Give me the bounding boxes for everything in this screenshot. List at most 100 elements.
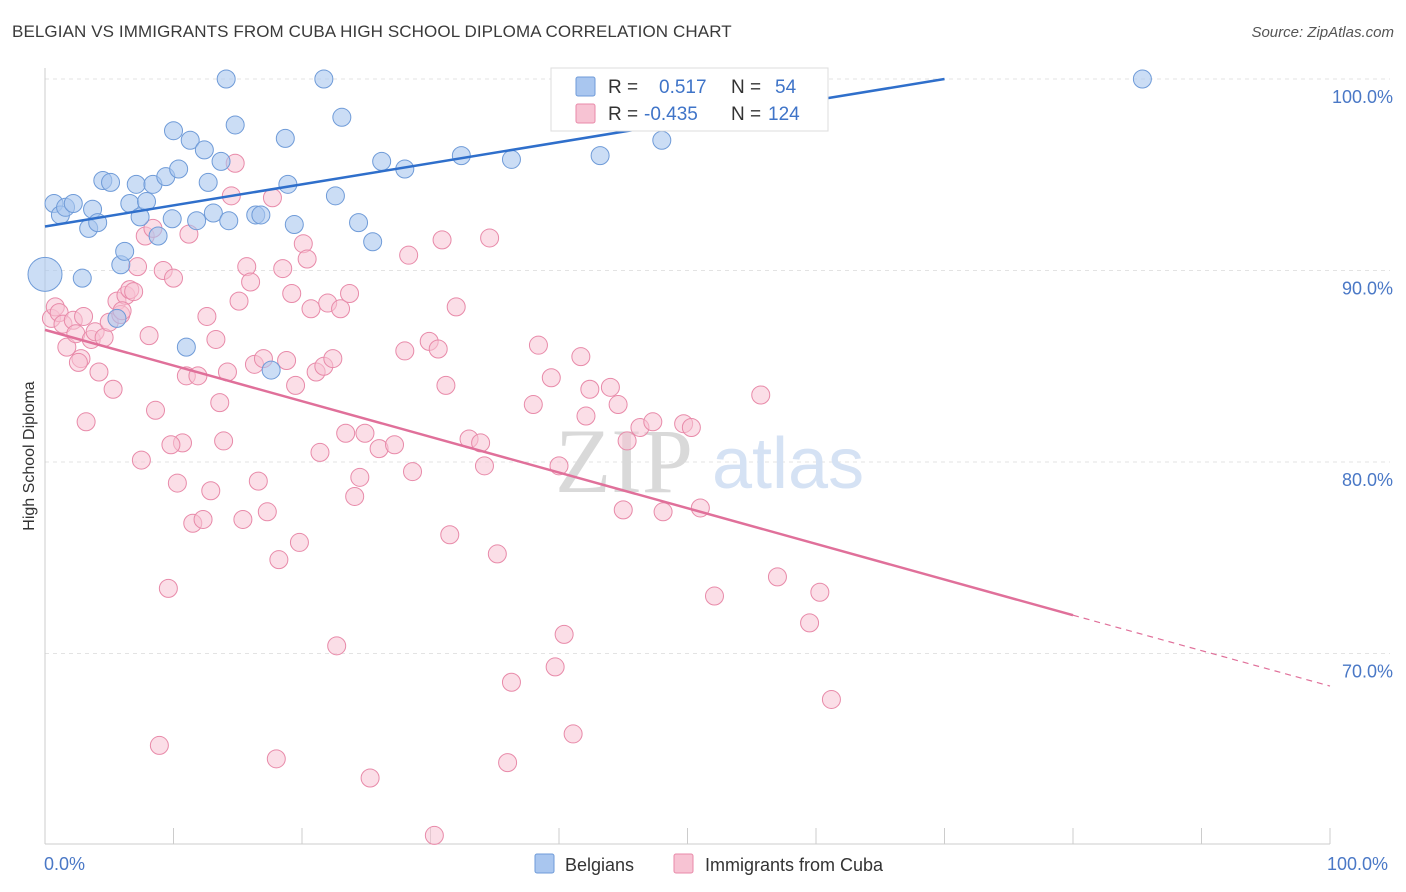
belgian-point [162,209,182,229]
watermark-zip: ZIP [555,410,693,512]
belgian-point [225,115,245,135]
cuba-point [501,672,521,692]
cuba-point [446,297,466,317]
legend-n-value-belgians: 54 [775,77,797,98]
cuba-point [600,377,620,397]
x-tick-marks [44,828,1331,844]
belgian-point [72,268,92,288]
cuba-point [440,525,460,545]
legend-swatch-cuba [575,103,596,124]
cuba-point [57,337,77,357]
cuba-point [751,385,771,405]
cuba-point [161,435,181,455]
y-tick-label-80: 80.0% [1342,470,1393,490]
cuba-point [139,326,159,346]
cuba-point [323,349,343,369]
cuba-point [800,613,820,633]
belgian-point [194,140,214,160]
cuba-point [282,283,302,303]
cuba-point [523,395,543,415]
cuba-point [158,578,178,598]
legend-r-value-belgians: 0.517 [659,77,707,98]
legend-series: Belgians Immigrants from Cuba [534,853,884,875]
cuba-point [289,532,309,552]
cuba-point [131,450,151,470]
belgian-point [216,69,236,89]
cuba-point [273,259,293,279]
cuba-point [301,299,321,319]
cuba-point [206,329,226,349]
watermark: ZIP atlas [555,410,864,512]
belgian-point [652,130,672,150]
cuba-point [360,768,380,788]
belgian-point [314,69,334,89]
cuba-point [487,544,507,564]
legend-r-label-1: R = [608,77,638,98]
cuba-point [613,500,633,520]
belgian-point [278,174,298,194]
belgian-point [126,174,146,194]
belgian-point [169,159,189,179]
legend-bottom-swatch-belgians [534,853,555,874]
belgian-point [164,121,183,141]
belgian-point [1132,69,1152,89]
cuba-point [424,825,444,845]
cuba-point [576,406,596,426]
cuba-point [653,502,673,522]
y-tick-labels: 100.0% 90.0% 80.0% 70.0% [1332,87,1393,682]
cuba-point [345,486,365,506]
belgian-point [372,151,392,171]
belgian-point [107,308,127,328]
cuba-point [241,272,261,292]
belgian-point [198,172,218,192]
belgian-point [219,211,239,231]
belgian-point [148,226,168,246]
belgian-point [63,193,83,213]
legend-n-value-cuba: 124 [768,104,800,125]
belgian-point [349,213,369,233]
cuba-points [41,153,841,845]
cuba-point [810,582,830,602]
cuba-point [167,473,187,493]
legend-n-label-2: N = [731,104,761,125]
belgian-point [101,172,121,192]
cuba-point [385,435,405,455]
cuba-point [124,282,144,302]
cuba-point [681,418,701,438]
cuba-point [327,636,347,656]
cuba-point [617,431,637,451]
cuba-point [608,395,628,415]
legend-box [550,67,829,132]
belgian-point [203,203,223,223]
cuba-point [89,362,109,382]
source-credit: Source: ZipAtlas.com [1251,24,1394,41]
cuba-point [395,341,415,361]
legend-swatch-belgians [575,76,596,97]
cuba-point [331,299,351,319]
cuba-point [68,352,88,372]
cuba-point [233,509,253,529]
cuba-trendline [44,328,1074,617]
cuba-point [257,502,277,522]
belgian-point [325,186,345,206]
cuba-point [149,735,169,755]
cuba-point [210,393,230,413]
cuba-point [541,368,561,388]
cuba-point [286,375,306,395]
cuba-point [767,567,787,587]
belgian-point [501,149,521,169]
cuba-point [277,351,297,371]
cuba-point [350,467,370,487]
chart-title: BELGIAN VS IMMIGRANTS FROM CUBA HIGH SCH… [12,22,732,41]
cuba-point [297,249,317,269]
cuba-point [498,753,518,773]
cuba-point [545,657,565,677]
y-tick-label-70: 70.0% [1342,662,1393,682]
cuba-point [480,228,500,248]
x-tick-label-0: 0.0% [44,854,85,874]
x-tick-label-100: 100.0% [1327,854,1388,874]
y-axis-label: High School Diploma [21,381,38,531]
belgian-point [180,130,200,150]
cuba-point [554,624,574,644]
